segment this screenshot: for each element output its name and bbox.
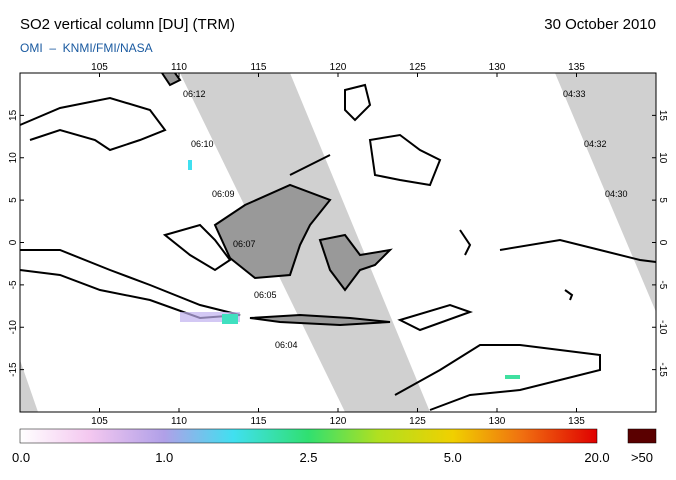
x-tick-label: 110 — [171, 62, 187, 73]
title: SO2 vertical column [DU] (TRM) — [20, 16, 235, 33]
colorbar-overflow — [627, 428, 657, 444]
so2-pixel — [188, 160, 192, 170]
x-tick-label: 110 — [171, 416, 187, 427]
overpass-time: 06:09 — [212, 189, 235, 199]
overpass-time: 04:33 — [563, 89, 586, 99]
y-tick-label: 15 — [657, 110, 668, 122]
x-tick-label: 105 — [91, 62, 108, 73]
y-tick-label: -5 — [657, 280, 668, 289]
x-tick-label: 135 — [568, 62, 585, 73]
colorbar-label: 0.0 — [12, 450, 30, 465]
so2-pixels — [180, 160, 520, 379]
so2-pixel — [222, 314, 238, 324]
x-tick-label: 105 — [91, 416, 108, 427]
satellite-swath — [555, 73, 656, 312]
y-tick-label: -10 — [8, 320, 19, 335]
colorbar-label: 1.0 — [155, 450, 173, 465]
map-area: 06:12 06:10 06:09 06:07 06:05 06:04 04:3… — [19, 72, 657, 413]
y-tick-label: 15 — [8, 109, 19, 121]
satellite-swath — [180, 73, 430, 412]
colorbar-label: 5.0 — [444, 450, 462, 465]
overpass-time: 06:12 — [183, 89, 206, 99]
x-tick-label: 125 — [409, 416, 426, 427]
y-tick-label: 10 — [8, 152, 19, 164]
y-tick-label: 5 — [657, 197, 668, 203]
x-tick-label: 130 — [489, 416, 506, 427]
overpass-time: 06:05 — [254, 290, 277, 300]
colorbar-overflow-label: >50 — [631, 450, 653, 465]
y-tick-label: 5 — [8, 197, 19, 203]
colorbar-label: 20.0 — [584, 450, 609, 465]
x-tick-label: 120 — [330, 416, 347, 427]
y-tick-label: 0 — [8, 239, 19, 245]
colorbar-gradient — [19, 428, 598, 444]
satellite-swath — [20, 360, 38, 412]
y-tick-label: -15 — [8, 362, 19, 377]
x-tick-label: 120 — [330, 62, 347, 73]
date: 30 October 2010 — [544, 16, 656, 33]
x-tick-label: 130 — [489, 62, 506, 73]
overpass-time: 06:07 — [233, 239, 256, 249]
x-tick-label: 115 — [251, 416, 267, 427]
x-tick-label: 135 — [568, 416, 585, 427]
so2-pixel — [505, 375, 520, 379]
overpass-time: 04:32 — [584, 139, 607, 149]
subtitle: OMI – KNMI/FMI/NASA — [20, 41, 153, 55]
y-tick-label: -5 — [8, 280, 19, 289]
y-tick-label: -15 — [657, 362, 668, 377]
so2-pixel — [180, 312, 240, 322]
x-tick-label: 125 — [409, 62, 426, 73]
colorbar: >50 — [19, 428, 657, 465]
overpass-time: 06:10 — [191, 139, 214, 149]
colorbar-label: 2.5 — [299, 450, 317, 465]
y-tick-label: -10 — [657, 320, 668, 335]
x-tick-label: 115 — [251, 62, 267, 73]
overpass-time: 04:30 — [605, 189, 628, 199]
colorbar-labels: 0.0 1.0 2.5 5.0 20.0 — [12, 450, 610, 465]
coastlines — [19, 72, 657, 411]
axis-ticks: 1051051101101151151201201251251301301351… — [8, 62, 668, 427]
overpass-time: 06:04 — [275, 340, 298, 350]
y-tick-label: 0 — [657, 240, 668, 246]
y-tick-label: 10 — [657, 152, 668, 164]
